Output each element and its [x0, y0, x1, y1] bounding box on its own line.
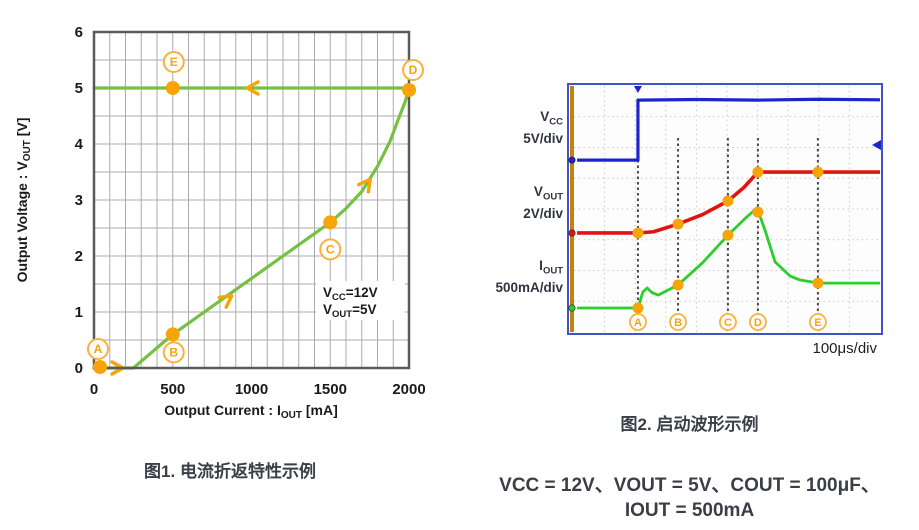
- channel-label-iout: IOUT 500mA/div: [453, 258, 563, 296]
- y-tick-label: 4: [75, 136, 84, 153]
- data-point-E: [165, 81, 180, 95]
- iout-label-sub: OUT: [542, 265, 563, 277]
- time-scale-label: 100μs/div: [812, 340, 877, 357]
- event-dot-iout-C: [722, 229, 734, 241]
- y-tick-label: 2: [75, 248, 83, 265]
- x-tick-label: 1500: [314, 381, 347, 398]
- event-dot-vout-E: [812, 166, 824, 178]
- y-tick-label: 5: [75, 80, 83, 97]
- figure2-caption: 图2. 启动波形示例: [620, 415, 759, 434]
- data-point-C: [323, 215, 338, 230]
- trace-vout: [577, 170, 880, 235]
- test-conditions: VCC = 12V、VOUT = 5V、COUT = 100μF、 IOUT =…: [460, 473, 919, 523]
- event-dot-vout-A: [632, 227, 644, 239]
- event-dot-iout-E: [812, 277, 824, 289]
- channel-label-vcc: VCC 5V/div: [453, 109, 563, 147]
- event-letter-ring-B: [669, 313, 687, 331]
- trigger-time-marker: [633, 86, 642, 93]
- scope-gridlines: [574, 86, 880, 332]
- scope-left-stripe: [570, 86, 574, 332]
- event-letter-B: B: [674, 317, 682, 329]
- ground-marker-vout: [568, 229, 576, 237]
- figure1-caption: 图1. 电流折返特性示例: [144, 462, 316, 481]
- channel-label-vout: VOUT 2V/div: [453, 184, 563, 222]
- point-letter-ring-E: [162, 51, 185, 73]
- x-tick-label: 2000: [392, 381, 425, 398]
- figure1-chart: VCC=12V VOUT=5V A B C D E 0 500 1000 1500 2000 0 1…: [14, 24, 426, 421]
- figure2-scope: A B C D E: [567, 83, 883, 335]
- data-point-D: [402, 83, 416, 97]
- event-letter-ring-C: [719, 313, 737, 331]
- figure1-annotation-box: VCC=12V VOUT=5V: [316, 281, 405, 320]
- point-letter-E: E: [170, 55, 178, 69]
- figure1-markers: A B C D E: [87, 51, 424, 374]
- vout-label-sub: OUT: [542, 191, 563, 203]
- y-tick-label: 3: [75, 192, 83, 209]
- event-letter-ring-A: [629, 313, 647, 331]
- iout-scale-text: 500mA/div: [495, 279, 563, 295]
- point-letter-D: D: [409, 63, 418, 77]
- point-letter-ring-B: [162, 341, 185, 364]
- y-tick-label: 6: [75, 24, 83, 41]
- vout-label-text: V: [533, 184, 543, 199]
- figure1-plot-border: [92, 30, 411, 370]
- point-letter-ring-D: [402, 59, 424, 81]
- annotation-line2: VOUT=5V: [323, 302, 376, 320]
- scope-border: [567, 83, 883, 335]
- event-dot-iout-A: [632, 302, 644, 314]
- foldback-curve: [92, 86, 411, 370]
- direction-arrow: [217, 294, 234, 309]
- y-tick-label: 0: [75, 360, 83, 377]
- event-letter-D: D: [754, 317, 762, 329]
- event-letter-E: E: [814, 317, 821, 329]
- trigger-level-marker: [872, 140, 881, 151]
- annotation-bg: [316, 281, 405, 320]
- point-letter-B: B: [169, 345, 178, 359]
- event-letter-A: A: [634, 317, 642, 329]
- annotation-line1: VCC=12V: [323, 285, 378, 303]
- y-tick-label: 1: [75, 304, 83, 321]
- data-point-A: [93, 360, 107, 374]
- direction-arrow: [245, 80, 260, 96]
- event-letter-C: C: [724, 317, 732, 329]
- data-point-B: [165, 327, 180, 342]
- scope-overlays: A B C D E: [568, 86, 881, 331]
- point-letter-ring-C: [319, 238, 342, 261]
- event-dot-vout-C: [722, 195, 734, 207]
- ground-marker-vcc: [568, 156, 576, 164]
- point-letter-ring-A: [87, 338, 109, 360]
- event-dot-iout-D: [752, 206, 764, 218]
- vcc-scale-text: 5V/div: [523, 130, 563, 146]
- point-letter-A: A: [94, 342, 103, 356]
- vout-scale-text: 2V/div: [523, 205, 563, 221]
- figure1-tick-labels: 0 500 1000 1500 2000 0 1 2 3 4 5 6: [75, 24, 426, 398]
- x-tick-label: 0: [90, 381, 98, 398]
- trace-vcc: [577, 97, 881, 162]
- x-axis-title: Output Current : IOUT [mA]: [164, 402, 338, 421]
- event-dot-iout-B: [672, 279, 684, 291]
- y-axis-title: Output Voltage : VOUT [V]: [14, 118, 33, 283]
- point-letter-C: C: [326, 242, 335, 256]
- event-dot-vout-D: [752, 166, 764, 178]
- test-conditions-line1: VCC = 12V、VOUT = 5V、COUT = 100μF、: [499, 475, 880, 496]
- direction-arrow: [357, 177, 372, 194]
- event-letter-ring-D: [749, 313, 767, 331]
- event-letter-ring-E: [808, 313, 827, 331]
- x-tick-label: 1000: [235, 381, 268, 398]
- test-conditions-line2: IOUT = 500mA: [624, 500, 755, 521]
- event-dot-vout-B: [672, 218, 684, 230]
- ground-marker-iout: [568, 304, 576, 312]
- scope-background: [568, 84, 882, 334]
- vcc-label-text: V: [540, 109, 550, 124]
- x-tick-label: 500: [160, 381, 185, 398]
- iout-label-text: I: [539, 258, 543, 273]
- vcc-label-sub: CC: [549, 116, 563, 128]
